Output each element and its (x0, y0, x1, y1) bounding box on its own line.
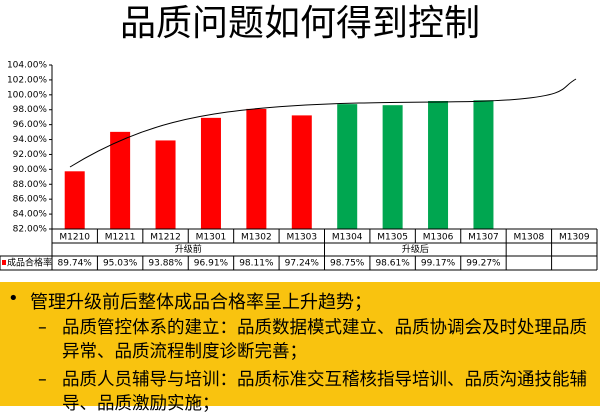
bar (337, 104, 358, 229)
value-label: 98.61% (375, 259, 410, 269)
bar (110, 131, 131, 229)
y-tick-label: 84.00% (13, 210, 48, 220)
y-tick-label: 86.00% (13, 195, 48, 205)
y-tick-label: 90.00% (13, 165, 48, 175)
x-tick-label: M1211 (105, 233, 136, 243)
x-tick-label: M1309 (559, 233, 590, 243)
bar (428, 101, 449, 229)
bar (64, 171, 85, 229)
x-tick-label: M1305 (377, 233, 408, 243)
sub-bullet-text: 品质人员辅导与培训：品质标准交互稽核指导培训、品质沟通技能辅导、品质激励实施； (62, 370, 587, 414)
value-label: 98.11% (239, 259, 274, 269)
bullet-box: • 管理升级前后整体成品合格率呈上升趋势； – 品质管控体系的建立：品质数据模式建立… (0, 282, 600, 414)
row-header: 成品合格率 (7, 257, 52, 269)
y-tick-label: 82.00% (13, 225, 48, 235)
y-tick-label: 98.00% (13, 105, 48, 115)
bar (246, 108, 267, 229)
value-label: 89.74% (58, 259, 93, 269)
value-label: 96.91% (194, 259, 229, 269)
value-label: 99.17% (421, 259, 456, 269)
y-tick-label: 104.00% (7, 61, 47, 71)
y-tick-label: 94.00% (13, 135, 48, 145)
bullet-text: 管理升级前后整体成品合格率呈上升趋势； (30, 292, 372, 313)
y-tick-label: 102.00% (7, 75, 47, 85)
x-tick-label: M1210 (59, 233, 90, 243)
value-label: 99.27% (466, 259, 501, 269)
trend-line (69, 78, 577, 168)
bar (382, 105, 403, 229)
x-tick-label: M1303 (286, 233, 317, 243)
x-tick-label: M1308 (514, 233, 545, 243)
sub-bullet-text: 品质管控体系的建立：品质数据模式建立、品质协调会及时处理品质异常、品质流程制度诊… (62, 318, 587, 362)
x-tick-label: M1307 (468, 233, 499, 243)
dash: – (38, 318, 47, 338)
y-tick-label: 96.00% (13, 120, 48, 130)
y-tick-label: 100.00% (7, 90, 47, 100)
y-tick-label: 88.00% (13, 180, 48, 190)
x-tick-label: M1301 (196, 233, 227, 243)
dash: – (38, 370, 47, 390)
chart: M1309 M1308 99.27% M1307 99.17% M1306 98.61% M1… (0, 61, 598, 271)
slide-title: 品质问题如何得到控制 (119, 3, 480, 44)
bar (291, 115, 312, 229)
x-tick-label: M1212 (150, 233, 181, 243)
bullet: • 管理升级前后整体成品合格率呈上升趋势； (8, 288, 372, 313)
x-tick-label: M1304 (332, 233, 363, 243)
value-label: 93.88% (148, 259, 183, 269)
y-tick-label: 92.00% (13, 150, 48, 160)
x-tick-label: M1306 (423, 233, 454, 243)
group-label: 升级后 (402, 243, 429, 255)
value-label: 98.75% (330, 259, 365, 269)
bar (155, 140, 176, 229)
value-label: 97.24% (285, 259, 320, 269)
slide: 品质问题如何得到控制 M1309 M1308 99.27% M1307 99.17% M1… (0, 3, 600, 414)
bullet-dot: • (8, 288, 19, 309)
bar (473, 100, 494, 229)
x-tick-label: M1302 (241, 233, 272, 243)
group-label: 升级前 (175, 243, 202, 255)
bar (200, 117, 221, 229)
legend-marker (2, 260, 6, 265)
value-label: 95.03% (103, 259, 138, 269)
